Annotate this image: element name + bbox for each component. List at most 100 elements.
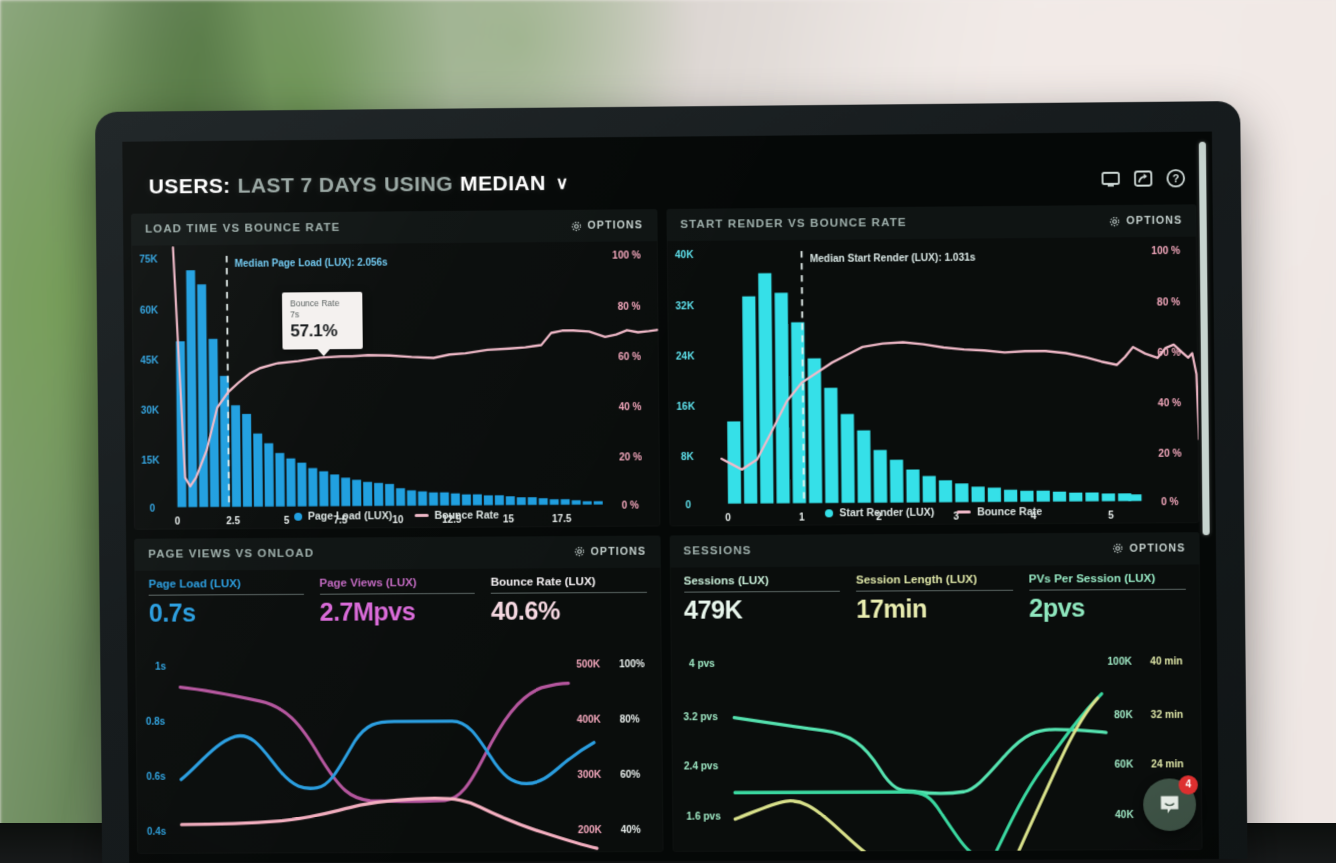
series-pvs-per-session-line [733,693,1102,852]
panel-header: START RENDER VS BOUNCE RATE OPTIONS [665,204,1197,242]
kpi-pvs-per-session[interactable]: PVs Per Session (LUX) 2pvs [1029,572,1186,623]
kpi-session-length[interactable]: Session Length (LUX) 17min [856,573,1013,624]
chart-sessions[interactable]: 4 pvs 3.2 pvs 2.4 pvs 1.6 pvs 100K 80K 6… [670,651,1202,852]
y-axis-right-tick: 100 % [1151,246,1181,258]
y-axis-right-tick: 0 % [1160,497,1178,509]
panel-title: PAGE VIEWS VS ONLOAD [148,547,315,561]
kpi-label: Sessions (LUX) [683,574,769,588]
share-icon[interactable] [1133,168,1154,188]
title-using: USING [383,172,454,197]
options-label: OPTIONS [1129,541,1186,555]
legend-item[interactable]: Start Render (LUX) [825,506,934,519]
kpi-bounce-rate[interactable]: Bounce Rate (LUX) 40.6% [491,575,647,626]
y-axis-right-tick-1: 40K [1114,808,1133,821]
svg-text:?: ? [1172,174,1179,186]
options-label: OPTIONS [590,545,647,558]
bar-series [726,273,1142,504]
y-axis-right-tick-1: 100K [1107,655,1132,668]
y-axis-right-tick-2: 24 min [1151,758,1183,771]
y-axis-left-tick: 2.4 pvs [683,760,718,773]
legend-line-icon [414,514,429,517]
y-axis-right-tick-1: 500K [576,659,600,671]
options-button[interactable]: OPTIONS [570,219,643,232]
kpi-rule [1028,588,1186,591]
kpi-page-views[interactable]: Page Views (LUX) 2.7Mpvs [319,576,475,627]
y-axis-right-tick: 80 % [618,301,641,313]
y-axis-left-tick: 4 pvs [688,657,714,670]
y-axis-left-tick: 75K [139,255,158,267]
y-axis-right-tick: 20 % [1158,448,1182,460]
chart-load-time[interactable]: 75K 60K 45K 30K 15K 0 100 % 80 % 60 % 40… [131,241,660,529]
kpi-value: 17min [856,594,928,624]
y-axis-left-tick: 1s [155,661,166,673]
options-button[interactable]: OPTIONS [1112,542,1185,555]
legend-item[interactable]: Bounce Rate [956,505,1043,518]
gear-icon [1112,543,1123,554]
median-label: Median Start Render (LUX): 1.031s [809,252,975,265]
laptop-screen: USERS: LAST 7 DAYS USING MEDIAN ∨ ? [122,131,1219,863]
legend-label: Bounce Rate [976,505,1043,518]
options-label: OPTIONS [587,219,643,232]
y-axis-right-tick: 0 % [622,500,639,512]
y-axis-left-tick: 3.2 pvs [683,710,718,723]
kpi-value: 40.6% [490,596,560,626]
kpi-sessions[interactable]: Sessions (LUX) 479K [684,574,841,625]
legend-item[interactable]: Page Load (LUX) [293,510,392,523]
kpi-value: 2.7Mpvs [319,597,416,627]
desktop-icon[interactable] [1100,169,1121,189]
chart-page-views-vs-onload[interactable]: 1s 0.8s 0.6s 0.4s 500K 400K 300K 200K 10… [135,654,663,854]
kpi-label: PVs Per Session (LUX) [1028,572,1156,586]
y-axis-left-tick: 40K [674,250,693,262]
legend-label: Bounce Rate [434,508,500,522]
x-axis-tick: 4 [1030,511,1036,523]
panel-sessions: SESSIONS OPTIONS Sessions (LUX) 479K [669,531,1203,852]
kpi-label: Session Length (LUX) [855,573,978,587]
y-axis-right-tick: 80 % [1156,297,1180,309]
panel-body: 75K 60K 45K 30K 15K 0 100 % 80 % 60 % 40… [131,241,660,529]
panel-body: Page Load (LUX) 0.7s Page Views (LUX) 2.… [134,567,663,854]
kpi-rule [148,593,304,596]
x-axis-tick: 12.5 [442,514,462,526]
panel-start-render-vs-bounce-rate: START RENDER VS BOUNCE RATE OPTIONS 40K … [665,204,1200,526]
legend-dot-icon [293,512,302,521]
kpi-rule [683,590,840,593]
x-axis-tick: 3 [953,511,959,523]
title-aggregation[interactable]: MEDIAN [459,171,546,196]
chat-icon [1160,796,1179,814]
y-axis-left-tick: 0.4s [147,826,167,838]
x-axis-tick: 5 [1108,510,1114,522]
chat-widget-button[interactable]: 4 [1142,775,1198,832]
panel-title: START RENDER VS BOUNCE RATE [680,216,907,231]
header-icon-group: ? [1100,168,1186,189]
gear-icon [573,546,584,557]
options-label: OPTIONS [1126,214,1183,228]
tooltip-y-value: 57.1% [290,321,338,341]
chevron-down-icon[interactable]: ∨ [555,173,569,193]
x-axis-tick: 0 [175,516,181,528]
title-range[interactable]: LAST 7 DAYS [237,173,378,198]
y-axis-left-tick: 24K [675,351,694,363]
y-axis-right-tick-2: 40 min [1150,655,1182,668]
y-axis-right-tick: 100 % [612,250,640,262]
options-button[interactable]: OPTIONS [573,545,647,558]
kpi-page-load[interactable]: Page Load (LUX) 0.7s [148,577,304,628]
legend-item[interactable]: Bounce Rate [414,509,499,522]
y-axis-right-tick-2: 80% [620,714,640,726]
mini-chart-wrapper: 1s 0.8s 0.6s 0.4s 500K 400K 300K 200K 10… [135,654,663,854]
app-header: USERS: LAST 7 DAYS USING MEDIAN ∨ ? [122,154,1212,212]
options-button[interactable]: OPTIONS [1109,215,1182,228]
panel-header: SESSIONS OPTIONS [669,531,1200,568]
dashboard-grid: LOAD TIME VS BOUNCE RATE OPTIONS 75K 60K… [130,204,1203,854]
x-axis-tick: 15 [503,514,514,526]
y-axis-right-tick: 20 % [619,452,642,464]
gear-icon [1109,216,1120,227]
y-axis-right-tick-2: 100% [619,658,645,670]
help-icon[interactable]: ? [1165,168,1186,188]
median-marker [225,255,230,507]
chart-tooltip: Bounce Rate 7s 57.1% [281,291,363,350]
legend-line-icon [956,510,971,514]
page-title[interactable]: USERS: LAST 7 DAYS USING MEDIAN ∨ [149,172,569,200]
x-axis-tick: 5 [284,516,290,528]
chart-start-render[interactable]: 40K 32K 24K 16K 8K 0 100 % 80 % 60 % 40 … [666,237,1199,526]
y-axis-left-tick: 60K [140,305,159,317]
